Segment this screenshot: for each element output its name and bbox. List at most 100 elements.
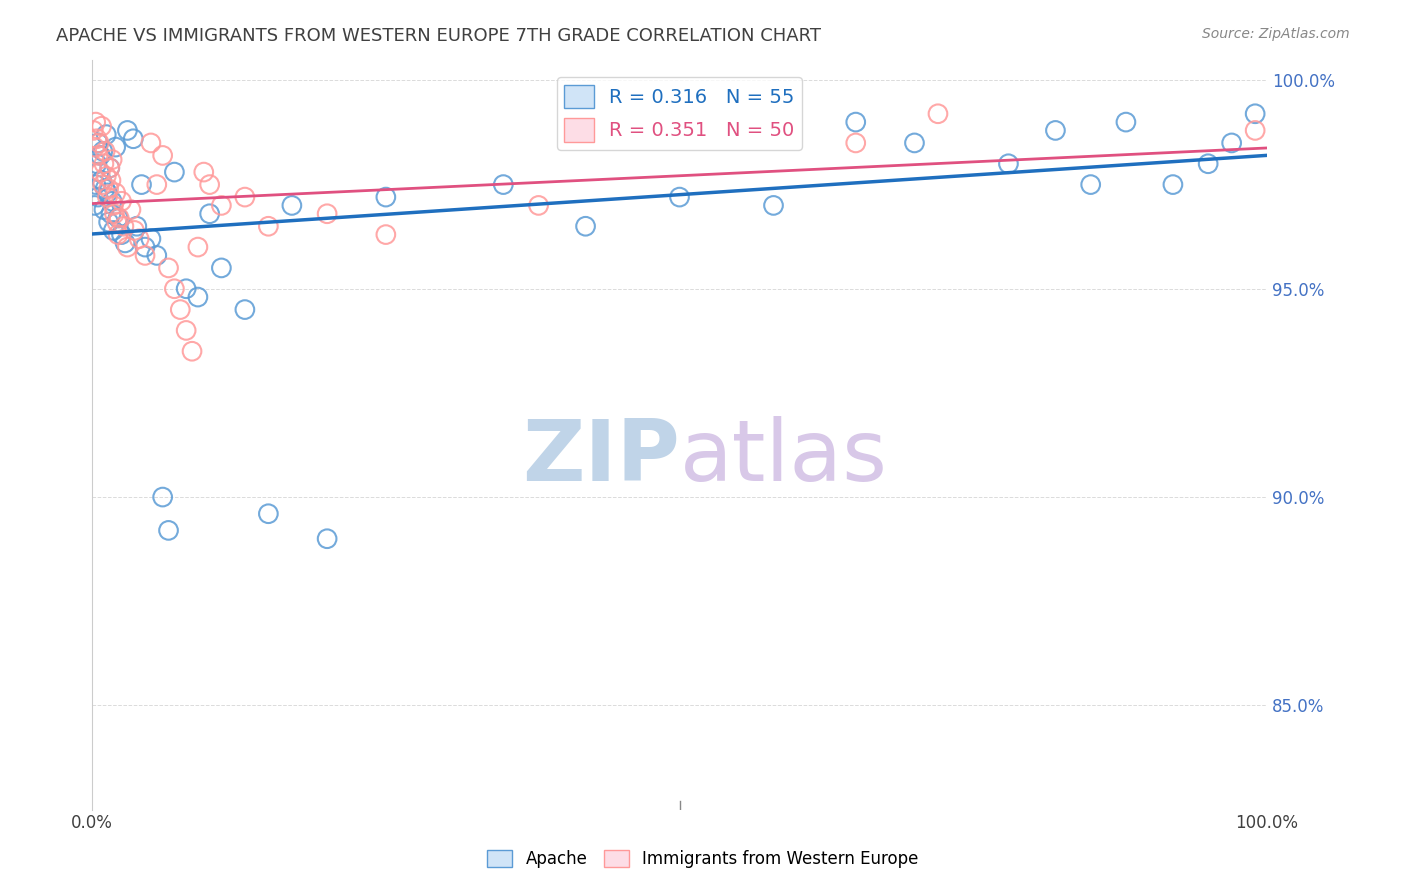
Point: [257, 219, 280, 234]
Point: [96, 169, 118, 184]
Point: [157, 260, 180, 275]
Point: [1045, 123, 1067, 137]
Point: [90, 120, 112, 134]
Point: [574, 219, 596, 234]
Point: [668, 190, 690, 204]
Point: [101, 153, 124, 167]
Point: [94, 182, 117, 196]
Point: [96, 128, 118, 142]
Point: [103, 198, 125, 212]
Point: [233, 302, 256, 317]
Point: [117, 123, 139, 137]
Point: [112, 219, 135, 234]
Point: [124, 223, 146, 237]
Point: [152, 490, 174, 504]
Point: [82, 123, 104, 137]
Point: [128, 232, 150, 246]
Point: [89, 165, 111, 179]
Point: [139, 232, 162, 246]
Point: [94, 145, 117, 159]
Point: [96, 186, 118, 200]
Point: [1220, 136, 1243, 150]
Point: [257, 507, 280, 521]
Point: [281, 198, 304, 212]
Text: Source: ZipAtlas.com: Source: ZipAtlas.com: [1202, 27, 1350, 41]
Legend: R = 0.316   N = 55, R = 0.351   N = 50: R = 0.316 N = 55, R = 0.351 N = 50: [557, 77, 803, 150]
Point: [903, 136, 925, 150]
Point: [492, 178, 515, 192]
Point: [845, 115, 868, 129]
Point: [209, 260, 232, 275]
Point: [374, 190, 396, 204]
Point: [193, 165, 215, 179]
Point: [89, 148, 111, 162]
Point: [89, 165, 111, 179]
Point: [134, 240, 156, 254]
Point: [108, 211, 131, 225]
Point: [316, 532, 339, 546]
Point: [97, 215, 120, 229]
Legend: Apache, Immigrants from Western Europe: Apache, Immigrants from Western Europe: [481, 843, 925, 875]
Point: [134, 248, 156, 262]
Point: [98, 161, 121, 175]
Point: [104, 186, 127, 200]
Point: [90, 173, 112, 187]
Text: atlas: atlas: [679, 416, 887, 499]
Point: [100, 207, 122, 221]
Point: [927, 107, 949, 121]
Point: [163, 282, 186, 296]
Point: [107, 227, 129, 242]
Point: [84, 115, 107, 129]
Point: [93, 157, 115, 171]
Point: [997, 157, 1019, 171]
Point: [104, 140, 127, 154]
Point: [198, 207, 221, 221]
Point: [1080, 178, 1102, 192]
Point: [1115, 115, 1137, 129]
Point: [845, 136, 868, 150]
Point: [110, 227, 132, 242]
Point: [87, 148, 110, 162]
Point: [114, 235, 136, 250]
Point: [316, 207, 339, 221]
Point: [98, 161, 121, 175]
Point: [1244, 123, 1267, 137]
Point: [198, 178, 221, 192]
Point: [1197, 157, 1219, 171]
Point: [103, 207, 125, 221]
Point: [101, 194, 124, 209]
Point: [527, 198, 550, 212]
Point: [103, 223, 125, 237]
Point: [146, 248, 169, 262]
Point: [83, 198, 105, 212]
Point: [86, 132, 108, 146]
Point: [97, 182, 120, 196]
Point: [107, 211, 129, 225]
Point: [181, 344, 204, 359]
Point: [110, 194, 132, 209]
Point: [91, 178, 114, 192]
Point: [762, 198, 785, 212]
Point: [152, 148, 174, 162]
Point: [122, 132, 145, 146]
Point: [131, 178, 153, 192]
Text: APACHE VS IMMIGRANTS FROM WESTERN EUROPE 7TH GRADE CORRELATION CHART: APACHE VS IMMIGRANTS FROM WESTERN EUROPE…: [56, 27, 821, 45]
Point: [89, 136, 111, 150]
Point: [374, 227, 396, 242]
Point: [96, 190, 118, 204]
Point: [139, 136, 162, 150]
Point: [157, 524, 180, 538]
Point: [83, 140, 105, 154]
Point: [209, 198, 232, 212]
Point: [233, 190, 256, 204]
Point: [120, 202, 142, 217]
Point: [163, 165, 186, 179]
Point: [187, 290, 209, 304]
Point: [125, 219, 148, 234]
Text: ZIP: ZIP: [522, 416, 679, 499]
Point: [87, 136, 110, 150]
Point: [1161, 178, 1184, 192]
Point: [1244, 107, 1267, 121]
Point: [100, 173, 122, 187]
Point: [174, 282, 197, 296]
